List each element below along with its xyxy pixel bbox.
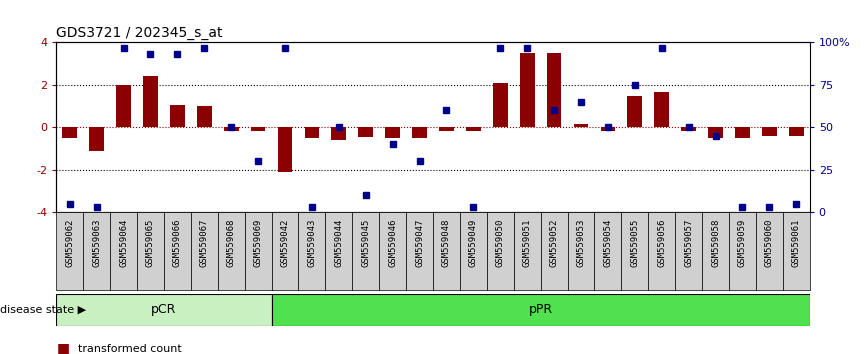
FancyBboxPatch shape bbox=[567, 212, 594, 290]
Text: GSM559046: GSM559046 bbox=[388, 219, 397, 267]
FancyBboxPatch shape bbox=[514, 212, 540, 290]
FancyBboxPatch shape bbox=[272, 212, 299, 290]
Text: GSM559050: GSM559050 bbox=[495, 219, 505, 267]
Bar bbox=[600, 127, 616, 131]
FancyBboxPatch shape bbox=[110, 212, 137, 290]
Bar bbox=[197, 106, 211, 127]
FancyBboxPatch shape bbox=[702, 212, 729, 290]
Text: GSM559067: GSM559067 bbox=[200, 219, 209, 267]
Text: GSM559056: GSM559056 bbox=[657, 219, 666, 267]
Bar bbox=[332, 127, 346, 140]
Text: pPR: pPR bbox=[528, 303, 553, 316]
Text: GSM559068: GSM559068 bbox=[227, 219, 236, 267]
Bar bbox=[682, 127, 696, 131]
FancyBboxPatch shape bbox=[622, 212, 649, 290]
Text: GSM559055: GSM559055 bbox=[630, 219, 639, 267]
Text: GSM559052: GSM559052 bbox=[550, 219, 559, 267]
Text: ■: ■ bbox=[56, 342, 69, 354]
FancyBboxPatch shape bbox=[164, 212, 191, 290]
Text: GSM559051: GSM559051 bbox=[523, 219, 532, 267]
Text: GSM559047: GSM559047 bbox=[415, 219, 424, 267]
Bar bbox=[412, 127, 427, 138]
Bar bbox=[789, 127, 804, 136]
FancyBboxPatch shape bbox=[729, 212, 756, 290]
Bar bbox=[627, 96, 643, 127]
Bar bbox=[89, 127, 104, 151]
FancyBboxPatch shape bbox=[594, 212, 622, 290]
Text: GSM559062: GSM559062 bbox=[65, 219, 74, 267]
Bar bbox=[278, 127, 293, 172]
FancyBboxPatch shape bbox=[783, 212, 810, 290]
FancyBboxPatch shape bbox=[460, 212, 487, 290]
FancyBboxPatch shape bbox=[487, 212, 514, 290]
Bar bbox=[762, 127, 777, 136]
Text: GSM559042: GSM559042 bbox=[281, 219, 289, 267]
Text: GSM559060: GSM559060 bbox=[765, 219, 774, 267]
FancyBboxPatch shape bbox=[272, 294, 810, 326]
FancyBboxPatch shape bbox=[56, 294, 272, 326]
FancyBboxPatch shape bbox=[299, 212, 326, 290]
Bar bbox=[223, 127, 239, 131]
Bar bbox=[493, 83, 507, 127]
FancyBboxPatch shape bbox=[433, 212, 460, 290]
Text: GSM559048: GSM559048 bbox=[442, 219, 451, 267]
Bar bbox=[143, 76, 158, 127]
Bar bbox=[708, 127, 723, 138]
Bar bbox=[62, 127, 77, 138]
FancyBboxPatch shape bbox=[245, 212, 272, 290]
FancyBboxPatch shape bbox=[406, 212, 433, 290]
FancyBboxPatch shape bbox=[83, 212, 110, 290]
Bar bbox=[116, 85, 131, 127]
Bar bbox=[546, 53, 561, 127]
FancyBboxPatch shape bbox=[756, 212, 783, 290]
Text: GSM559057: GSM559057 bbox=[684, 219, 693, 267]
Bar bbox=[439, 127, 454, 131]
FancyBboxPatch shape bbox=[217, 212, 245, 290]
Text: GSM559043: GSM559043 bbox=[307, 219, 316, 267]
Text: GSM559065: GSM559065 bbox=[146, 219, 155, 267]
FancyBboxPatch shape bbox=[540, 212, 567, 290]
Text: disease state ▶: disease state ▶ bbox=[0, 305, 86, 315]
Bar bbox=[250, 127, 266, 131]
FancyBboxPatch shape bbox=[137, 212, 164, 290]
Bar bbox=[735, 127, 750, 138]
Bar bbox=[305, 127, 320, 138]
Text: GSM559053: GSM559053 bbox=[577, 219, 585, 267]
FancyBboxPatch shape bbox=[56, 212, 83, 290]
Text: GSM559059: GSM559059 bbox=[738, 219, 747, 267]
FancyBboxPatch shape bbox=[379, 212, 406, 290]
Bar bbox=[520, 53, 534, 127]
FancyBboxPatch shape bbox=[675, 212, 702, 290]
Text: GSM559064: GSM559064 bbox=[119, 219, 128, 267]
Bar bbox=[385, 127, 400, 138]
Text: GSM559058: GSM559058 bbox=[711, 219, 720, 267]
Bar bbox=[170, 105, 184, 127]
Text: pCR: pCR bbox=[152, 303, 177, 316]
FancyBboxPatch shape bbox=[191, 212, 217, 290]
FancyBboxPatch shape bbox=[326, 212, 352, 290]
Text: GSM559045: GSM559045 bbox=[361, 219, 371, 267]
Text: GSM559061: GSM559061 bbox=[792, 219, 801, 267]
Text: GSM559044: GSM559044 bbox=[334, 219, 343, 267]
Text: GSM559054: GSM559054 bbox=[604, 219, 612, 267]
FancyBboxPatch shape bbox=[649, 212, 675, 290]
Text: GDS3721 / 202345_s_at: GDS3721 / 202345_s_at bbox=[56, 26, 223, 40]
Text: GSM559069: GSM559069 bbox=[254, 219, 262, 267]
Bar bbox=[573, 124, 588, 127]
Text: GSM559063: GSM559063 bbox=[92, 219, 101, 267]
Bar bbox=[466, 127, 481, 131]
Text: transformed count: transformed count bbox=[78, 344, 182, 354]
FancyBboxPatch shape bbox=[352, 212, 379, 290]
Bar bbox=[655, 92, 669, 127]
Text: GSM559049: GSM559049 bbox=[469, 219, 478, 267]
Text: GSM559066: GSM559066 bbox=[173, 219, 182, 267]
Bar bbox=[359, 127, 373, 137]
